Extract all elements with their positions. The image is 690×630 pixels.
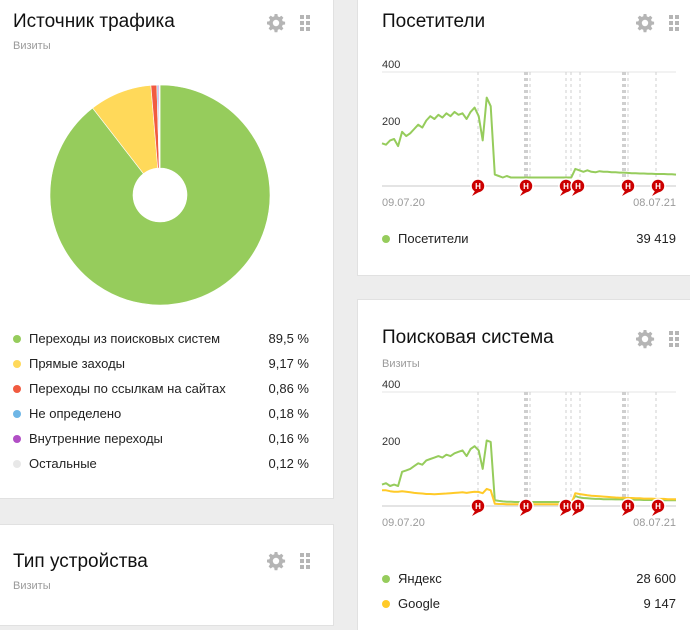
annotation-marker-icon[interactable]: Н xyxy=(470,498,486,516)
legend-dot-icon xyxy=(382,234,390,243)
x-date-end: 08.07.21 xyxy=(633,197,676,209)
svg-text:Н: Н xyxy=(575,502,581,511)
legend-label: Переходы из поисковых систем xyxy=(29,331,221,346)
gear-icon[interactable] xyxy=(266,13,286,33)
traffic-source-card: Источник трафика Визиты Переходы из поис… xyxy=(0,0,333,498)
x-date-start: 09.07.20 xyxy=(382,517,425,529)
search-engine-subtitle: Визиты xyxy=(382,358,420,370)
legend-item[interactable]: Переходы по ссылкам на сайтах xyxy=(13,381,226,396)
annotation-marker-icon[interactable]: Н xyxy=(620,178,636,196)
search-engine-card: Поисковая система Визиты 400 200 09.07.20 0… xyxy=(358,300,690,630)
legend-dot-icon xyxy=(13,409,21,418)
x-date-start: 09.07.20 xyxy=(382,197,425,209)
legend-label: Внутренние переходы xyxy=(29,431,163,446)
gear-icon[interactable] xyxy=(635,329,655,349)
visitors-title: Посетители xyxy=(382,11,486,32)
legend-label: Остальные xyxy=(29,456,97,471)
drag-handle-icon[interactable] xyxy=(669,15,679,31)
device-tools xyxy=(266,551,310,571)
legend-value: 28 600 xyxy=(636,571,676,586)
legend-item[interactable]: Яндекс xyxy=(382,571,442,586)
gear-icon[interactable] xyxy=(635,13,655,33)
svg-text:Н: Н xyxy=(475,182,481,191)
device-type-title: Тип устройства xyxy=(13,551,148,572)
annotation-marker-icon[interactable]: Н xyxy=(570,178,586,196)
legend-item[interactable]: Остальные xyxy=(13,456,97,471)
visitors-tools xyxy=(635,13,679,33)
legend-value: 0,18 % xyxy=(268,406,309,421)
drag-handle-icon[interactable] xyxy=(300,15,310,31)
series-line[interactable] xyxy=(381,96,677,179)
legend-item[interactable]: Не определено xyxy=(13,406,121,421)
legend-item[interactable]: Google xyxy=(382,596,440,611)
pie-slice[interactable] xyxy=(49,84,271,306)
annotation-marker-icon[interactable]: Н xyxy=(620,498,636,516)
x-date-end: 08.07.21 xyxy=(633,517,676,529)
svg-text:Н: Н xyxy=(655,502,661,511)
legend-value: 89,5 % xyxy=(268,331,309,346)
legend-item[interactable]: Прямые заходы xyxy=(13,356,125,371)
legend-dot-icon xyxy=(382,599,390,608)
legend-item[interactable]: Посетители xyxy=(382,231,469,246)
legend-label: Google xyxy=(398,596,440,611)
y-tick-label: 400 xyxy=(382,379,400,391)
y-tick-label: 400 xyxy=(382,59,400,71)
legend-value: 0,16 % xyxy=(268,431,309,446)
svg-text:Н: Н xyxy=(563,502,569,511)
drag-handle-icon[interactable] xyxy=(669,331,679,347)
legend-dot-icon xyxy=(13,384,21,393)
svg-text:Н: Н xyxy=(655,182,661,191)
annotation-marker-icon[interactable]: Н xyxy=(570,498,586,516)
legend-dot-icon xyxy=(13,359,21,368)
annotation-marker-icon[interactable]: Н xyxy=(518,178,534,196)
legend-dot-icon xyxy=(13,434,21,443)
traffic-tools xyxy=(266,13,310,33)
legend-label: Переходы по ссылкам на сайтах xyxy=(29,381,226,396)
legend-label: Не определено xyxy=(29,406,122,421)
svg-text:Н: Н xyxy=(563,182,569,191)
legend-value: 9 147 xyxy=(643,596,676,611)
svg-text:Н: Н xyxy=(625,502,631,511)
legend-item[interactable]: Внутренние переходы xyxy=(13,431,163,446)
svg-text:Н: Н xyxy=(475,502,481,511)
traffic-source-subtitle: Визиты xyxy=(13,40,51,52)
annotation-marker-icon[interactable]: Н xyxy=(650,178,666,196)
legend-label: Яндекс xyxy=(398,571,442,586)
legend-dot-icon xyxy=(13,334,21,343)
legend-label: Прямые заходы xyxy=(29,356,126,371)
annotation-marker-icon[interactable]: Н xyxy=(470,178,486,196)
device-type-card: Тип устройства Визиты xyxy=(0,525,333,625)
gear-icon[interactable] xyxy=(266,551,286,571)
legend-value: 0,12 % xyxy=(268,456,309,471)
svg-text:Н: Н xyxy=(523,182,529,191)
pie-slice[interactable] xyxy=(158,84,161,169)
svg-text:Н: Н xyxy=(523,502,529,511)
annotation-marker-icon[interactable]: Н xyxy=(650,498,666,516)
y-tick-label: 200 xyxy=(382,116,400,128)
device-type-subtitle: Визиты xyxy=(13,580,51,592)
annotation-marker-icon[interactable]: Н xyxy=(518,498,534,516)
series-line[interactable] xyxy=(381,439,676,503)
visitors-card: Посетители 400 200 09.07.20 08.07.21 Н Н Н Н Н Н … xyxy=(358,0,690,275)
search-engine-title: Поисковая система xyxy=(382,327,554,348)
traffic-source-title: Источник трафика xyxy=(13,11,175,32)
legend-value: 39 419 xyxy=(636,231,676,246)
drag-handle-icon[interactable] xyxy=(300,553,310,569)
y-tick-label: 200 xyxy=(382,436,400,448)
svg-text:Н: Н xyxy=(625,182,631,191)
legend-value: 0,86 % xyxy=(268,381,309,396)
legend-dot-icon xyxy=(382,574,390,583)
traffic-pie-chart xyxy=(49,84,271,306)
legend-dot-icon xyxy=(13,459,21,468)
search-tools xyxy=(635,329,679,349)
legend-item[interactable]: Переходы из поисковых систем xyxy=(13,331,220,346)
svg-text:Н: Н xyxy=(575,182,581,191)
legend-label: Посетители xyxy=(398,231,469,246)
legend-value: 9,17 % xyxy=(268,356,309,371)
